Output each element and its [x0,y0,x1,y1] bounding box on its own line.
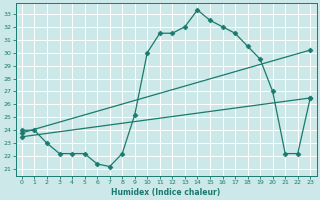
X-axis label: Humidex (Indice chaleur): Humidex (Indice chaleur) [111,188,221,197]
